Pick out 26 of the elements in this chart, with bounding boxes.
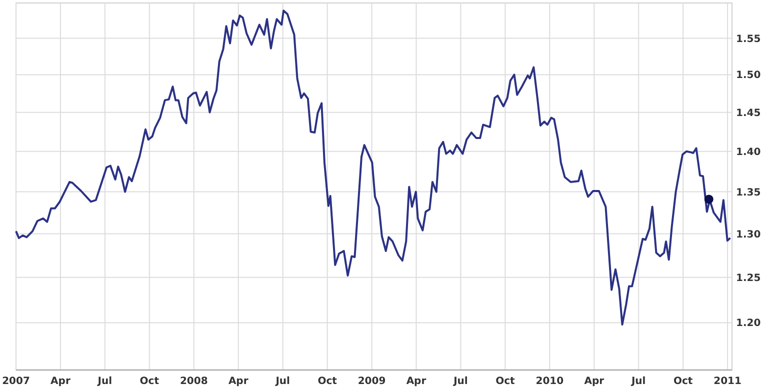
- x-tick-label: Oct: [140, 376, 160, 387]
- y-tick-label: 1.45: [736, 108, 761, 119]
- x-tick-label: 2010: [536, 376, 564, 387]
- y-tick-label: 1.30: [736, 229, 761, 240]
- x-tick-label: 2007: [2, 376, 30, 387]
- x-tick-label: Jul: [452, 376, 468, 387]
- x-tick-label: Apr: [228, 376, 248, 387]
- x-tick-label: Apr: [406, 376, 426, 387]
- x-tick-label: 2008: [180, 376, 208, 387]
- y-tick-label: 1.55: [736, 34, 761, 45]
- x-tick-label: 2009: [358, 376, 386, 387]
- y-tick-label: 1.40: [736, 146, 761, 158]
- y-tick-label: 1.50: [736, 70, 761, 82]
- x-tick-label: Oct: [496, 376, 516, 387]
- y-tick-label: 1.20: [736, 318, 761, 330]
- x-tick-label: Apr: [584, 376, 604, 387]
- x-tick-label: Oct: [318, 376, 338, 387]
- y-tick-label: 1.35: [736, 187, 761, 198]
- line-series: [15, 10, 732, 326]
- y-tick-label: 1.25: [736, 272, 761, 284]
- x-tick-label: Apr: [50, 376, 70, 387]
- x-tick-label: 2011: [714, 376, 742, 387]
- x-tick-label: Oct: [673, 376, 693, 387]
- x-tick-label: Jul: [274, 376, 290, 387]
- x-tick-label: Jul: [630, 376, 646, 387]
- x-tick-label: Jul: [96, 376, 112, 387]
